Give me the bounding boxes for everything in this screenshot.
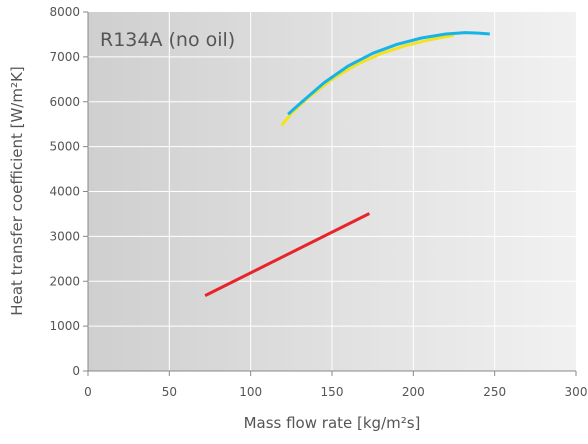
x-tick-label: 300 [565,385,588,399]
x-tick-label: 100 [239,385,262,399]
grid-lines [88,12,576,371]
y-tick-label: 4000 [49,185,80,199]
x-tick-label: 0 [84,385,92,399]
y-tick-label: 3000 [49,229,80,243]
y-tick-label: 1000 [49,319,80,333]
x-axis-label: Mass flow rate [kg/m²s] [244,414,421,432]
y-tick-label: 8000 [49,5,80,19]
chart-title: R134A (no oil) [100,29,235,51]
y-tick-label: 5000 [49,140,80,154]
x-tick-label: 150 [321,385,344,399]
y-tick-label: 2000 [49,274,80,288]
x-tick-label: 50 [162,385,177,399]
axes [83,11,577,376]
y-tick-label: 0 [72,364,80,378]
x-tick-label: 200 [402,385,425,399]
y-axis-label: Heat transfer coefficient [W/m²K] [8,66,26,315]
series-line-1 [204,212,371,297]
series-lines [204,31,490,297]
x-tick-label: 250 [483,385,506,399]
series-line-3 [287,31,490,116]
tick-labels: 0 50 100 150 200 250 3000100020003000400050006… [49,5,587,399]
y-tick-label: 6000 [49,95,80,109]
y-tick-label: 7000 [49,50,80,64]
